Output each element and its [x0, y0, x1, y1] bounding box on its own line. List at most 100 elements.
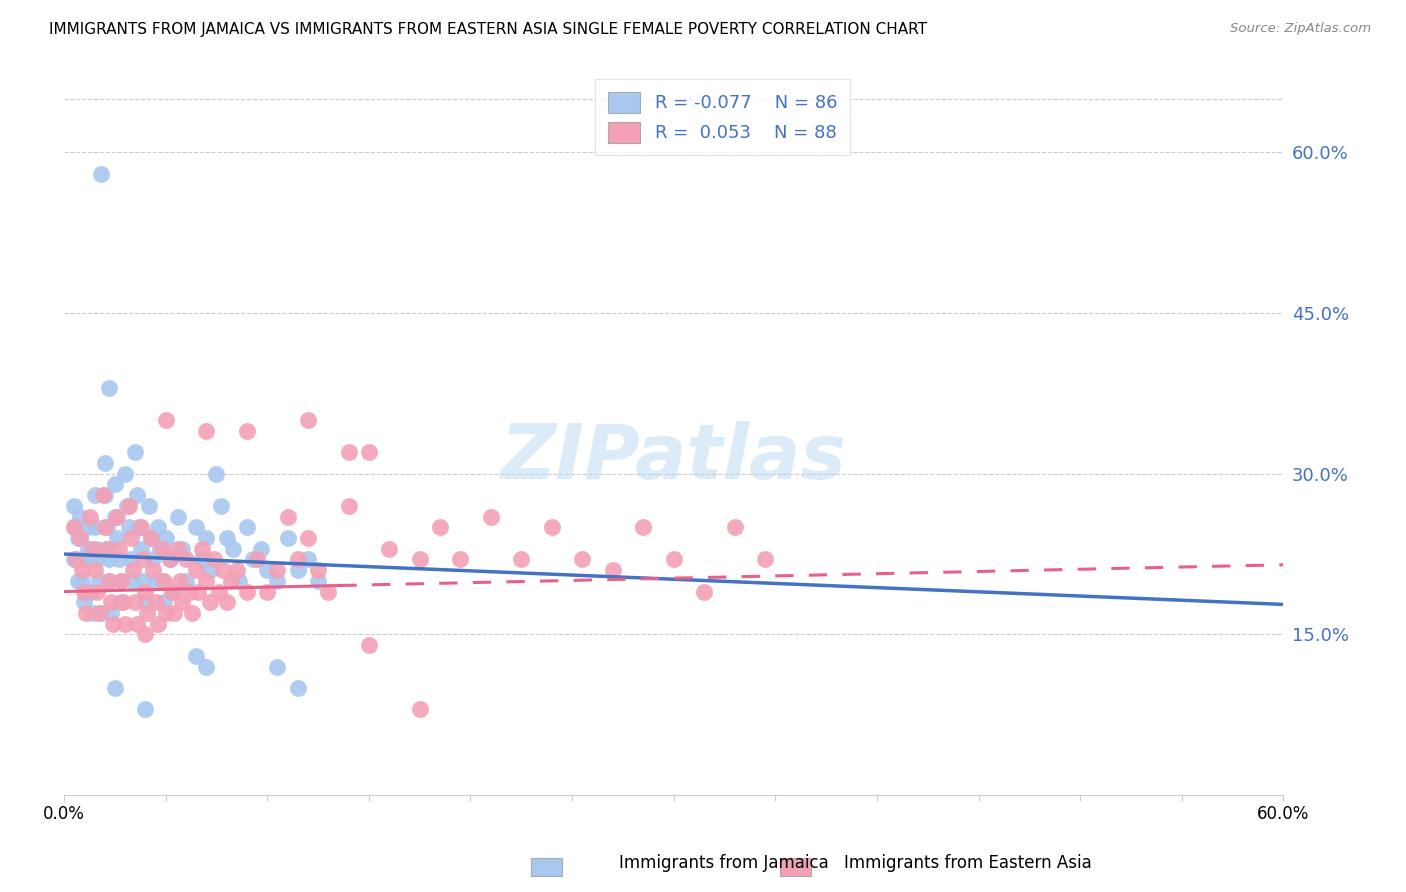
- Point: [540, 520, 562, 534]
- Point: [378, 541, 401, 556]
- Point: [163, 584, 186, 599]
- Point: [111, 595, 134, 609]
- Point: [297, 531, 319, 545]
- Point: [93, 456, 115, 470]
- Point: [187, 584, 209, 599]
- Point: [337, 499, 360, 513]
- Point: [191, 552, 214, 566]
- Point: [67, 574, 90, 588]
- Point: [179, 584, 201, 599]
- Point: [67, 531, 90, 545]
- Point: [152, 574, 174, 588]
- Point: [73, 552, 96, 566]
- Point: [72, 552, 94, 566]
- Point: [209, 499, 232, 513]
- Point: [65, 552, 87, 566]
- Point: [228, 574, 250, 588]
- Point: [87, 574, 110, 588]
- Point: [357, 445, 380, 459]
- Point: [118, 499, 141, 513]
- Point: [429, 520, 451, 534]
- Point: [141, 531, 163, 545]
- Point: [571, 552, 593, 566]
- Point: [337, 445, 360, 459]
- Point: [110, 574, 132, 588]
- Point: [104, 477, 127, 491]
- Point: [129, 520, 152, 534]
- Point: [93, 520, 115, 534]
- Point: [159, 552, 181, 566]
- Point: [128, 520, 150, 534]
- Point: [72, 563, 94, 577]
- Point: [186, 648, 208, 663]
- Point: [236, 520, 259, 534]
- Point: [222, 541, 245, 556]
- Point: [91, 488, 114, 502]
- Point: [90, 606, 112, 620]
- Point: [129, 541, 152, 556]
- Point: [256, 584, 278, 599]
- Point: [408, 702, 430, 716]
- Point: [602, 563, 624, 577]
- Point: [266, 659, 288, 673]
- Point: [86, 552, 108, 566]
- Point: [316, 584, 339, 599]
- Point: [287, 552, 309, 566]
- Point: [118, 520, 141, 534]
- Point: [277, 531, 299, 545]
- Point: [110, 595, 132, 609]
- Point: [124, 595, 146, 609]
- Point: [63, 520, 86, 534]
- Point: [357, 638, 380, 652]
- Point: [150, 574, 173, 588]
- Point: [195, 659, 218, 673]
- Point: [97, 574, 120, 588]
- Point: [115, 499, 138, 513]
- Point: [63, 520, 86, 534]
- Point: [174, 552, 197, 566]
- Point: [204, 552, 226, 566]
- Point: [307, 574, 329, 588]
- Point: [134, 595, 156, 609]
- Point: [97, 552, 120, 566]
- Point: [195, 531, 218, 545]
- Point: [105, 531, 128, 545]
- Point: [77, 541, 100, 556]
- Point: [408, 552, 430, 566]
- Point: [146, 520, 169, 534]
- Legend: R = -0.077    N = 86, R =  0.053    N = 88: R = -0.077 N = 86, R = 0.053 N = 88: [595, 79, 849, 155]
- Point: [200, 563, 222, 577]
- Point: [191, 541, 214, 556]
- Point: [100, 595, 122, 609]
- Point: [122, 574, 145, 588]
- Point: [120, 552, 142, 566]
- Point: [170, 595, 193, 609]
- Point: [127, 488, 149, 502]
- Point: [134, 702, 156, 716]
- Point: [132, 552, 155, 566]
- Point: [141, 531, 163, 545]
- Point: [83, 520, 105, 534]
- Point: [73, 584, 96, 599]
- Point: [134, 627, 156, 641]
- Point: [69, 531, 91, 545]
- Text: IMMIGRANTS FROM JAMAICA VS IMMIGRANTS FROM EASTERN ASIA SINGLE FEMALE POVERTY CO: IMMIGRANTS FROM JAMAICA VS IMMIGRANTS FR…: [49, 22, 927, 37]
- Point: [114, 616, 136, 631]
- Point: [101, 616, 124, 631]
- Point: [150, 541, 173, 556]
- Point: [754, 552, 776, 566]
- Point: [83, 488, 105, 502]
- Point: [104, 509, 127, 524]
- Point: [236, 424, 259, 438]
- Point: [287, 681, 309, 695]
- Point: [77, 520, 100, 534]
- Point: [170, 541, 193, 556]
- Point: [96, 541, 118, 556]
- Point: [449, 552, 471, 566]
- Point: [73, 595, 96, 609]
- Point: [146, 616, 169, 631]
- Point: [152, 595, 174, 609]
- Point: [266, 574, 288, 588]
- Point: [120, 531, 142, 545]
- Point: [242, 552, 264, 566]
